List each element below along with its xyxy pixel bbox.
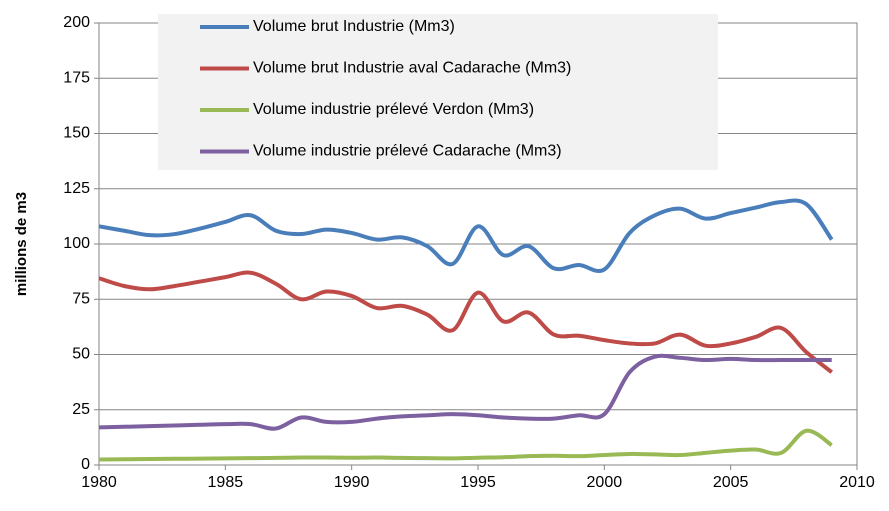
x-tick-label: 1990 <box>334 474 370 491</box>
legend-box <box>158 14 718 170</box>
legend-label: Volume industrie prélevé Verdon (Mm3) <box>253 101 534 118</box>
series-line <box>98 428 833 462</box>
x-tick-label: 2000 <box>587 474 623 491</box>
series-line <box>98 353 832 431</box>
y-tick-label: 175 <box>63 69 90 86</box>
y-tick-label: 75 <box>72 290 90 307</box>
y-tick-label: 200 <box>63 14 90 31</box>
series-line <box>98 270 833 374</box>
legend-label: Volume industrie prélevé Cadarache (Mm3) <box>253 143 562 160</box>
legend-label: Volume brut Industrie aval Cadarache (Mm… <box>253 60 571 77</box>
y-tick-label: 125 <box>63 180 90 197</box>
y-axis-label: millions de m3 <box>13 192 30 296</box>
x-tick-label: 1995 <box>460 474 496 491</box>
x-tick-label: 2005 <box>713 474 749 491</box>
y-tick-label: 150 <box>63 125 90 142</box>
y-tick-label: 0 <box>81 456 90 473</box>
legend-label: Volume brut Industrie (Mm3) <box>253 18 455 35</box>
y-tick-label: 25 <box>72 401 90 418</box>
x-tick-label: 2010 <box>839 474 875 491</box>
x-tick-label: 1980 <box>81 474 117 491</box>
series-line <box>98 198 834 273</box>
y-tick-label: 50 <box>72 346 90 363</box>
x-tick-label: 1985 <box>208 474 244 491</box>
y-tick-label: 100 <box>63 235 90 252</box>
